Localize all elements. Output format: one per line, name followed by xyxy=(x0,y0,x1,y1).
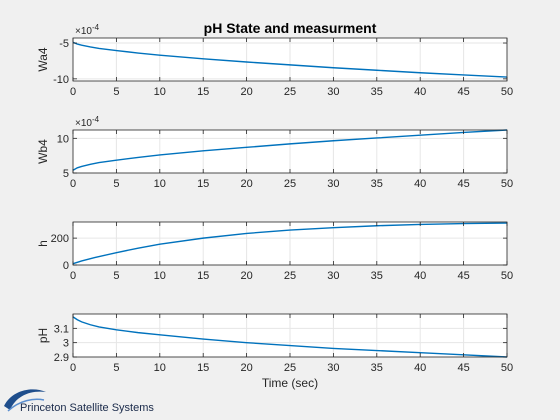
x-tick-label: 25 xyxy=(284,178,296,190)
x-tick-label: 30 xyxy=(327,362,339,374)
x-tick-label: 10 xyxy=(154,362,166,374)
x-tick-label: 40 xyxy=(414,362,426,374)
x-tick-label: 40 xyxy=(414,178,426,190)
x-tick-label: 50 xyxy=(501,178,513,190)
x-tick-label: 15 xyxy=(197,270,209,282)
figure-title: pH State and measurment xyxy=(204,20,377,36)
series-line xyxy=(72,222,508,265)
x-tick-label: 40 xyxy=(414,270,426,282)
logo: Princeton Satellite Systems xyxy=(4,389,154,414)
x-tick-label: 10 xyxy=(154,178,166,190)
x-tick-label: 20 xyxy=(240,178,252,190)
y-exponent-label: ×10-4 xyxy=(75,115,100,129)
x-tick-label: 20 xyxy=(240,362,252,374)
x-tick-label: 25 xyxy=(284,362,296,374)
x-tick-label: 5 xyxy=(113,178,119,190)
series-line xyxy=(72,41,508,78)
x-tick-label: 35 xyxy=(371,362,383,374)
y-axis-label: h xyxy=(36,240,50,247)
series-line xyxy=(72,129,508,171)
x-tick-label: 35 xyxy=(371,270,383,282)
logo-text: Princeton Satellite Systems xyxy=(20,402,154,414)
y-tick-label: -10 xyxy=(53,74,69,86)
x-tick-label: 15 xyxy=(197,178,209,190)
x-tick-label: 0 xyxy=(70,362,76,374)
y-tick-label: 5 xyxy=(63,168,69,180)
y-tick-label: 10 xyxy=(57,133,69,145)
x-tick-label: 5 xyxy=(113,86,119,98)
x-tick-label: 15 xyxy=(197,86,209,98)
y-tick-label: 3 xyxy=(63,338,69,350)
x-tick-label: 15 xyxy=(197,362,209,374)
x-tick-label: 20 xyxy=(240,86,252,98)
y-tick-label: 2.9 xyxy=(54,352,69,364)
y-axis-label: pH xyxy=(36,328,50,343)
x-tick-label: 50 xyxy=(501,362,513,374)
x-tick-label: 45 xyxy=(457,270,469,282)
x-tick-label: 35 xyxy=(371,86,383,98)
series-line xyxy=(72,316,508,358)
x-tick-label: 25 xyxy=(284,86,296,98)
x-tick-label: 5 xyxy=(113,270,119,282)
x-tick-label: 20 xyxy=(240,270,252,282)
x-tick-label: 0 xyxy=(70,178,76,190)
x-tick-label: 10 xyxy=(154,270,166,282)
y-tick-label: 200 xyxy=(51,233,69,245)
x-tick-label: 35 xyxy=(371,178,383,190)
x-tick-label: 10 xyxy=(154,86,166,98)
logo-arc-icon xyxy=(7,398,45,412)
x-tick-label: 30 xyxy=(327,270,339,282)
y-axis-label: Wa4 xyxy=(36,47,50,72)
x-tick-label: 45 xyxy=(457,178,469,190)
x-tick-label: 30 xyxy=(327,86,339,98)
logo-swoosh-icon xyxy=(4,389,46,410)
subplot-wa4: 0 5 10 15 20 25 30 35 40 45 50 -10 -5 Wa4 ×10-4 xyxy=(36,23,513,98)
x-tick-label: 45 xyxy=(457,362,469,374)
y-tick-label: 0 xyxy=(63,260,69,272)
x-tick-label: 25 xyxy=(284,270,296,282)
subplot-ph: 0 5 10 15 20 25 30 35 40 45 50 2.9 3 3.1 pH xyxy=(36,313,513,374)
x-tick-label: 5 xyxy=(113,362,119,374)
y-tick-label: -5 xyxy=(59,38,69,50)
y-tick-label: 3.1 xyxy=(54,323,69,335)
x-tick-label: 50 xyxy=(501,86,513,98)
x-tick-label: 30 xyxy=(327,178,339,190)
x-tick-label: 50 xyxy=(501,270,513,282)
y-axis-label: Wb4 xyxy=(36,139,50,164)
x-tick-label: 0 xyxy=(70,86,76,98)
y-exponent-label: ×10-4 xyxy=(75,23,100,37)
x-axis-label: Time (sec) xyxy=(262,376,318,390)
x-tick-label: 45 xyxy=(457,86,469,98)
x-tick-label: 0 xyxy=(70,270,76,282)
x-tick-label: 40 xyxy=(414,86,426,98)
